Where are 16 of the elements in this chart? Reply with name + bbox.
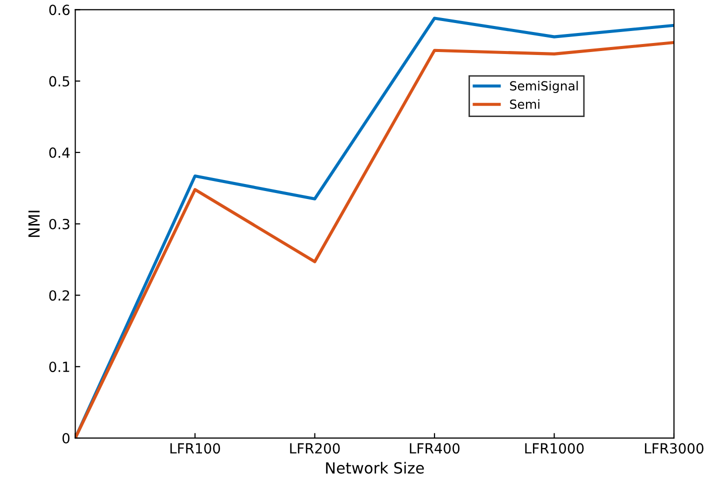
x-tick-label: LFR200 [290, 443, 340, 454]
y-tick-label: 0.2 [49, 290, 70, 301]
y-tick-label: 0.6 [49, 4, 70, 16]
y-tick-label: 0.4 [49, 147, 70, 158]
y-tick-label: 0 [62, 432, 70, 444]
x-tick-label: LFR3000 [644, 443, 704, 454]
legend-label: Semi [510, 99, 540, 109]
y-tick-label: 0.5 [49, 76, 70, 87]
x-tick-label: LFR100 [170, 443, 220, 454]
y-axis-title: NMI [28, 210, 40, 237]
y-tick-label: 0.1 [49, 362, 70, 372]
y-tick-label: 0.3 [49, 218, 70, 230]
x-tick-label: LFR1000 [525, 443, 584, 454]
x-axis-title: Network Size [326, 462, 424, 474]
x-tick-label: LFR400 [410, 443, 460, 454]
legend-label: SemiSignal [510, 80, 578, 93]
